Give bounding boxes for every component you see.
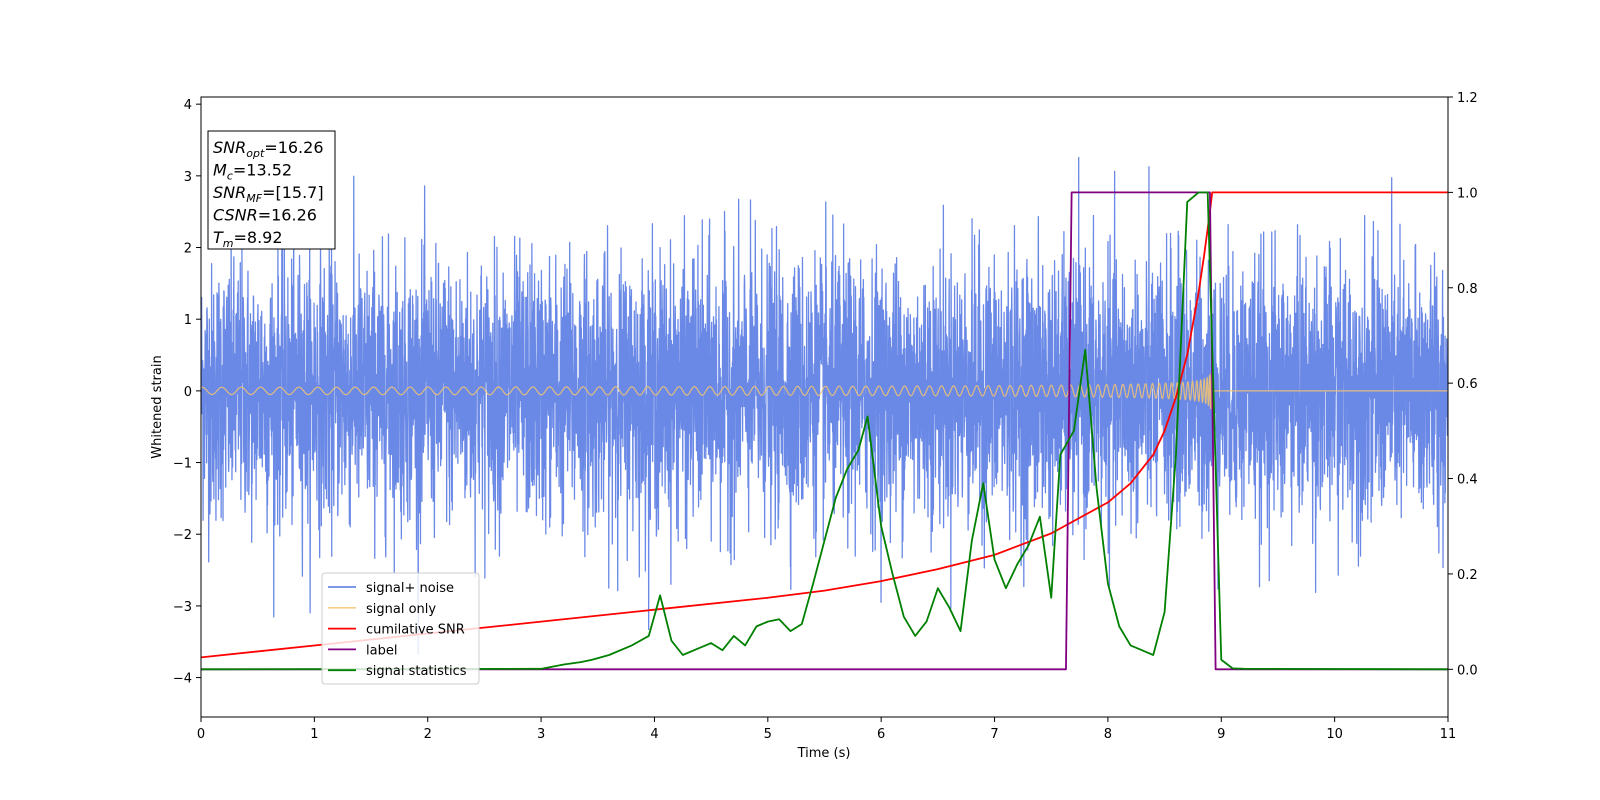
info-main: SNR xyxy=(213,138,246,157)
axes-layer: 0 1 2 3 4 5 6 7 8 9 10 1143210−1−2−3−41.21.00.80.60… xyxy=(173,91,1478,742)
x-tick-label: 3 xyxy=(537,727,545,742)
y-tick-label: 0 xyxy=(184,385,192,400)
info-sub: MF xyxy=(246,192,262,205)
series-signal-noise-line xyxy=(201,156,1448,655)
info-box-line: SNRMF=[15.7] xyxy=(213,183,324,205)
legend: signal+ noise signal only cumilative SNR la… xyxy=(321,572,480,685)
legend-label: signal statistics xyxy=(366,664,467,679)
info-box-line: Mc=13.52 xyxy=(213,161,292,183)
x-tick-label: 7 xyxy=(990,727,998,742)
series-signal-only-line xyxy=(201,371,1448,411)
series-layer xyxy=(201,156,1448,671)
y-tick-label: −2 xyxy=(173,528,192,543)
legend-label: label xyxy=(366,643,397,658)
x-tick-label: 6 xyxy=(877,727,885,742)
x-tick-label: 1 xyxy=(310,727,318,742)
info-value: =[15.7] xyxy=(262,183,324,202)
info-box: SNRopt=16.26Mc=13.52SNRMF=[15.7]CSNR=16.… xyxy=(207,130,336,250)
y2-tick-label: 0.6 xyxy=(1457,377,1478,392)
y-tick-label: −1 xyxy=(173,457,192,472)
y2-tick-label: 1.0 xyxy=(1457,186,1478,201)
y-tick-label: 1 xyxy=(184,313,192,328)
y-tick-label: −3 xyxy=(173,600,192,615)
legend-label: cumilative SNR xyxy=(366,623,465,638)
series-cumulative-snr-line xyxy=(201,191,1448,659)
plot-frame xyxy=(200,96,1449,718)
info-main: CSNR xyxy=(213,206,258,225)
y2-tick-label: 0.0 xyxy=(1457,663,1478,678)
x-axis-label: Time (s) xyxy=(797,746,851,761)
legend-label: signal only xyxy=(366,602,436,617)
info-sub: c xyxy=(227,170,233,183)
x-tick-label: 4 xyxy=(650,727,658,742)
y-tick-label: 2 xyxy=(184,242,192,257)
info-box-line: Tm=8.92 xyxy=(213,228,283,250)
info-box-line: SNRopt=16.26 xyxy=(213,138,324,160)
info-sub: opt xyxy=(246,147,265,160)
legend-label: signal+ noise xyxy=(366,581,454,596)
y-tick-label: −4 xyxy=(173,672,192,687)
y-axis-label: Whitened strain xyxy=(150,355,165,458)
x-tick-label: 0 xyxy=(197,727,205,742)
info-value: =8.92 xyxy=(234,228,283,247)
y-tick-label: 4 xyxy=(184,98,192,113)
info-sub: m xyxy=(223,237,234,250)
info-box-frame xyxy=(207,130,336,250)
x-tick-label: 10 xyxy=(1326,727,1343,742)
legend-frame xyxy=(321,572,480,685)
info-box-line: CSNR=16.26 xyxy=(213,206,317,225)
x-tick-label: 11 xyxy=(1440,727,1457,742)
series-signal-statistics-line xyxy=(201,191,1448,671)
info-value: =16.26 xyxy=(258,206,317,225)
x-tick-label: 9 xyxy=(1217,727,1225,742)
x-tick-label: 5 xyxy=(764,727,772,742)
y2-tick-label: 0.8 xyxy=(1457,282,1478,297)
y-tick-label: 3 xyxy=(184,170,192,185)
y2-tick-label: 0.4 xyxy=(1457,473,1478,488)
info-value: =13.52 xyxy=(233,161,292,180)
info-value: =16.26 xyxy=(264,138,323,157)
info-main: SNR xyxy=(213,183,246,202)
info-main: T xyxy=(213,228,224,247)
y2-tick-label: 0.2 xyxy=(1457,568,1478,583)
info-main: M xyxy=(213,161,227,180)
y2-tick-label: 1.2 xyxy=(1457,91,1478,106)
x-tick-label: 2 xyxy=(424,727,432,742)
x-tick-label: 8 xyxy=(1104,727,1112,742)
